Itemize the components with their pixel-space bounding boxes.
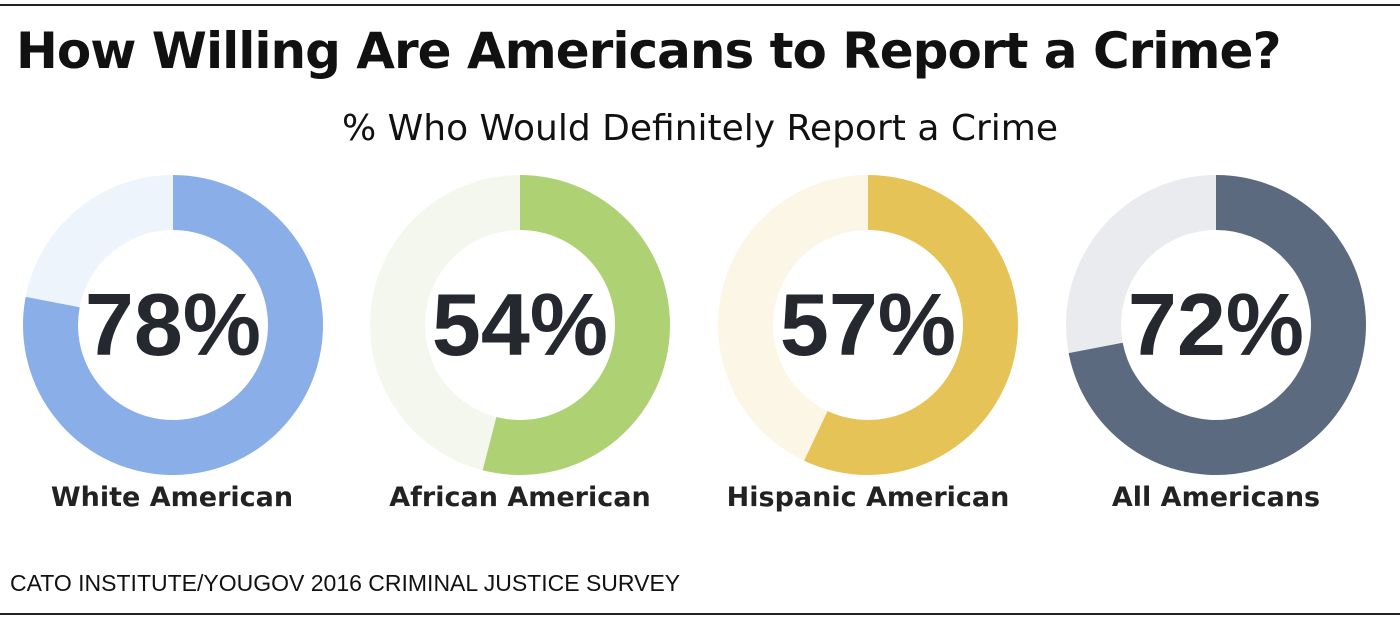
donut-slice-all-americans xyxy=(1068,175,1366,476)
label-african-american: African American xyxy=(389,482,651,513)
source-note: CATO INSTITUTE/YOUGOV 2016 CRIMINAL JUST… xyxy=(10,570,681,596)
chart-title: How Willing Are Americans to Report a Cr… xyxy=(16,22,1281,80)
value-label-white-american: 78% xyxy=(85,275,261,374)
donut-slice-white-american xyxy=(22,175,323,476)
label-white-american: White American xyxy=(50,482,294,513)
donut-slice-hispanic-american xyxy=(804,175,1019,476)
value-label-hispanic-american: 57% xyxy=(780,275,956,374)
top-rule xyxy=(0,4,1400,6)
label-all-americans: All Americans xyxy=(1111,482,1321,513)
donut-slice-african-american xyxy=(482,175,671,475)
value-label-all-americans: 72% xyxy=(1128,275,1304,374)
bottom-rule xyxy=(0,613,1400,615)
chart-subtitle: % Who Would Definitely Report a Crime xyxy=(342,108,1058,149)
value-label-african-american: 54% xyxy=(432,275,608,374)
label-hispanic-american: Hispanic American xyxy=(726,482,1010,513)
